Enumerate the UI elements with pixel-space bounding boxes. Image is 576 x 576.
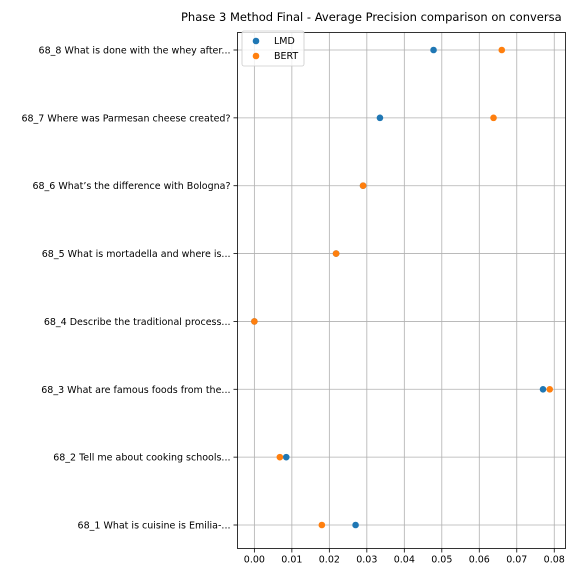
y-tick-label: 68_5 What is mortadella and where is... bbox=[42, 249, 231, 260]
y-tick-label: 68_1 What is cuisine is Emilia-... bbox=[78, 521, 231, 532]
legend-marker-bert bbox=[252, 52, 260, 60]
y-tick-label: 68_6 What’s the difference with Bologna? bbox=[32, 181, 230, 192]
point-bert bbox=[498, 46, 506, 54]
point-bert bbox=[332, 250, 340, 257]
chart-title: Phase 3 Method Final - Average Precision… bbox=[181, 10, 562, 24]
x-axis: 0.00 0.01 0.02 0.03 0.04 0.05 0.06 0.07 0.08 bbox=[244, 548, 565, 566]
x-tick-label: 0.00 bbox=[244, 555, 265, 566]
x-tick-label: 0.06 bbox=[469, 555, 490, 566]
point-lmd bbox=[282, 453, 290, 461]
point-bert bbox=[490, 114, 497, 122]
point-bert bbox=[276, 453, 284, 461]
grid bbox=[237, 32, 566, 549]
y-tick-label: 68_4 Describe the traditional process... bbox=[44, 317, 231, 328]
point-lmd bbox=[376, 114, 384, 122]
legend-marker-lmd bbox=[252, 37, 260, 45]
point-bert bbox=[359, 182, 367, 190]
point-bert bbox=[546, 385, 554, 393]
x-tick-label: 0.05 bbox=[431, 555, 452, 566]
legend: LMD BERT bbox=[241, 30, 305, 67]
y-tick-label: 68_3 What are famous foods from the... bbox=[41, 385, 230, 396]
data-points bbox=[251, 46, 554, 529]
y-axis: 68_1 What is cuisine is Emilia-... 68_2 T… bbox=[21, 46, 238, 532]
y-tick-label: 68_7 Where was Parmesan cheese created? bbox=[21, 113, 230, 124]
point-bert bbox=[318, 521, 326, 529]
x-tick-label: 0.01 bbox=[281, 555, 302, 566]
x-tick-label: 0.04 bbox=[394, 555, 415, 566]
point-bert bbox=[251, 318, 258, 325]
x-tick-label: 0.08 bbox=[544, 555, 565, 566]
point-lmd bbox=[539, 385, 547, 393]
point-lmd bbox=[352, 521, 359, 529]
legend-label-lmd: LMD bbox=[274, 36, 295, 47]
x-tick-label: 0.03 bbox=[356, 555, 377, 566]
x-tick-label: 0.07 bbox=[506, 555, 527, 566]
x-tick-label: 0.02 bbox=[319, 555, 340, 566]
plot-frame bbox=[237, 32, 566, 549]
y-tick-label: 68_2 Tell me about cooking schools... bbox=[53, 453, 230, 464]
legend-label-bert: BERT bbox=[274, 51, 298, 62]
point-lmd bbox=[430, 46, 437, 54]
y-tick-label: 68_8 What is done with the whey after... bbox=[39, 46, 231, 57]
